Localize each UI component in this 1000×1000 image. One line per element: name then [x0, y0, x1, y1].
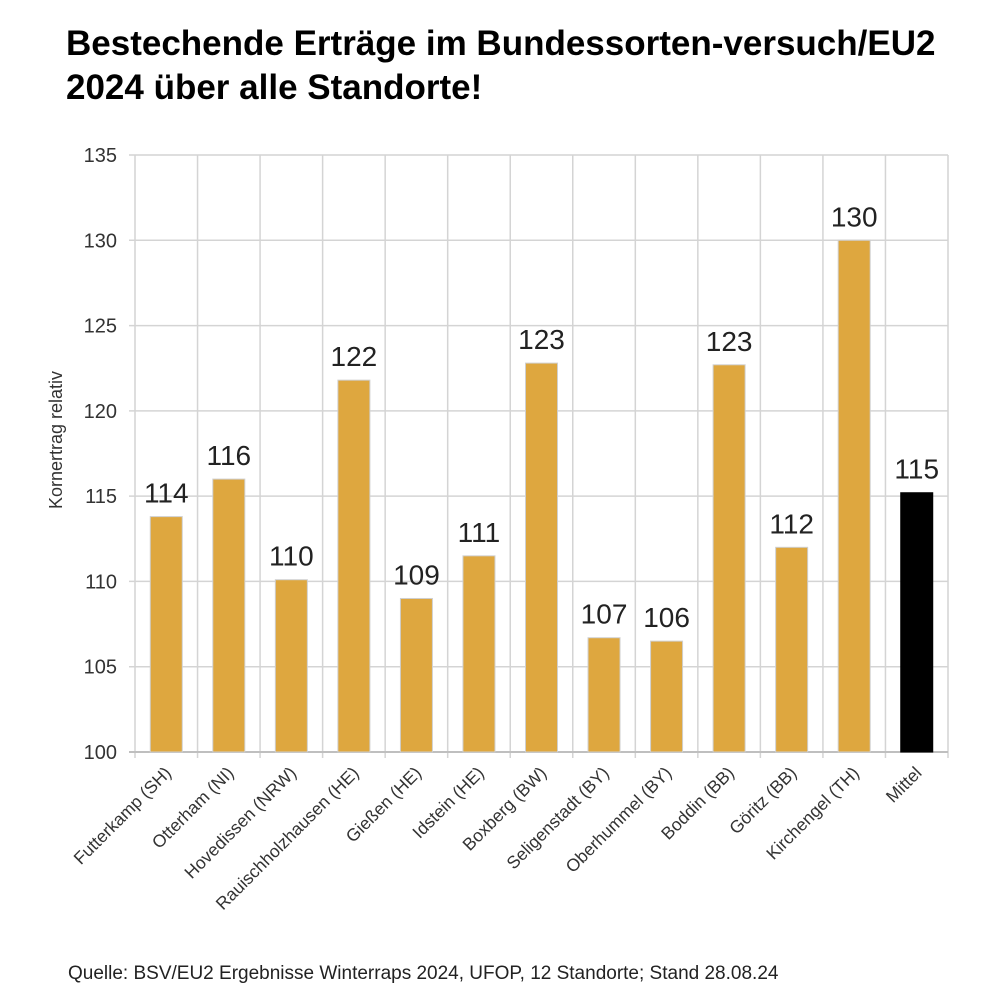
- y-tick-label: 125: [84, 316, 117, 338]
- value-label: 115: [894, 454, 939, 485]
- value-label: 123: [518, 324, 565, 355]
- bar-mean: [900, 492, 934, 753]
- y-axis-label: Kornertrag relativ: [46, 371, 66, 509]
- value-label: 116: [206, 440, 251, 471]
- value-label: 107: [581, 599, 628, 630]
- y-tick-label: 130: [84, 230, 117, 252]
- y-axis-ticks: 100 105 110 115 120 125 130 135: [84, 145, 117, 764]
- bar: [712, 364, 746, 753]
- chart-title: Bestechende Erträge im Bundessorten-vers…: [66, 24, 936, 107]
- bar: [149, 516, 183, 753]
- bar: [587, 637, 621, 753]
- value-label-layer: 114 116 110 122 109 111 123 107 106 123 112 130 115: [144, 201, 939, 633]
- y-tick-label: 115: [85, 486, 117, 508]
- bar: [650, 640, 684, 753]
- y-tick-label: 100: [84, 742, 117, 764]
- y-tick-label: 110: [85, 571, 117, 593]
- value-label: 114: [144, 478, 189, 509]
- value-label: 111: [458, 517, 501, 548]
- x-tick-label: Oberhummel (BY): [562, 763, 676, 877]
- x-axis-ticks: Futterkamp (SH)Otterham (NI)Hovedissen (…: [70, 763, 926, 914]
- x-tick-label: Mittel: [882, 763, 926, 807]
- grid-layer: [129, 154, 949, 758]
- bar: [775, 546, 809, 753]
- y-tick-label: 120: [84, 401, 117, 423]
- value-label: 123: [706, 326, 753, 357]
- bar: [525, 362, 558, 753]
- value-label: 112: [769, 508, 814, 539]
- x-tick-label: Hovedissen (NRW): [180, 763, 300, 883]
- bar: [212, 478, 246, 753]
- bar: [274, 579, 308, 753]
- source-note: Quelle: BSV/EU2 Ergebnisse Winterraps 20…: [68, 963, 779, 984]
- value-label: 110: [269, 541, 314, 572]
- value-label: 130: [831, 201, 878, 232]
- bar-layer: [149, 239, 934, 753]
- bar: [337, 379, 371, 753]
- value-label: 122: [331, 341, 378, 372]
- value-label: 109: [393, 559, 440, 590]
- y-tick-label: 135: [84, 145, 117, 167]
- value-label: 106: [643, 602, 690, 633]
- bar: [462, 555, 496, 753]
- bar: [399, 597, 433, 753]
- x-tick-label: Futterkamp (SH): [70, 763, 176, 869]
- y-tick-label: 105: [84, 657, 117, 679]
- bar: [837, 239, 871, 753]
